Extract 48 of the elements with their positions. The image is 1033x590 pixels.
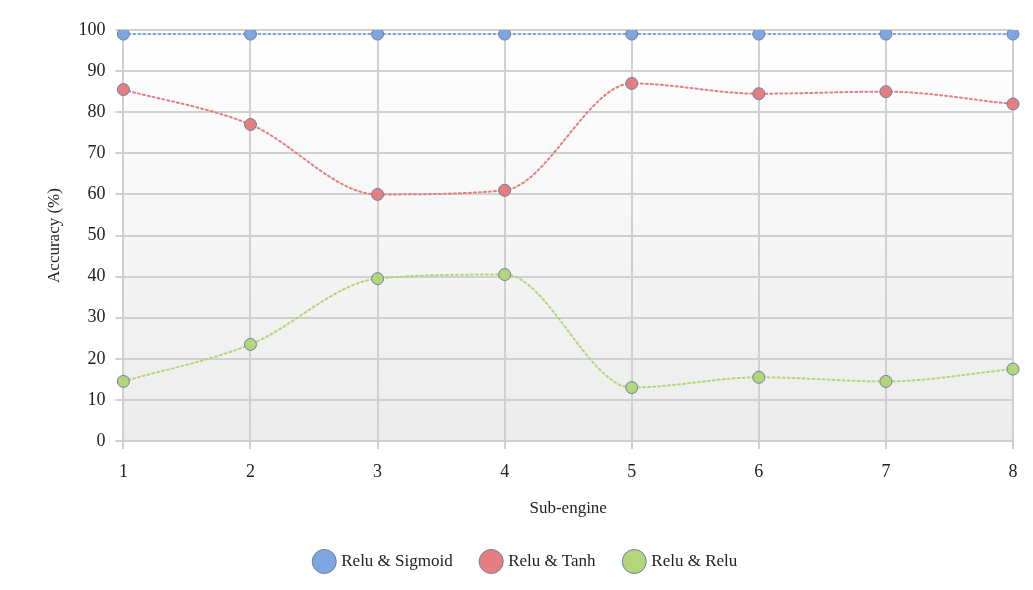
x-tick-label: 4 xyxy=(500,460,510,481)
x-axis-title: Sub-engine xyxy=(529,498,607,518)
y-tick-label: 40 xyxy=(87,265,106,286)
point xyxy=(371,30,385,41)
point xyxy=(116,83,130,97)
point xyxy=(1006,362,1020,376)
point xyxy=(879,30,893,41)
point xyxy=(498,30,512,41)
legend-label: Relu & Tanh xyxy=(508,550,596,570)
point xyxy=(371,187,385,201)
point xyxy=(243,30,257,41)
point xyxy=(625,30,639,41)
x-tick-label: 2 xyxy=(245,460,255,481)
y-tick-label: 50 xyxy=(87,224,106,245)
point xyxy=(752,30,766,41)
point xyxy=(116,30,130,41)
y-tick-label: 90 xyxy=(87,59,106,80)
point xyxy=(116,374,130,388)
point xyxy=(879,374,893,388)
x-tick-label: 3 xyxy=(373,460,383,481)
x-tick-label: 7 xyxy=(881,460,891,481)
point xyxy=(752,370,766,384)
point xyxy=(371,272,385,286)
y-tick-label: 30 xyxy=(87,306,106,327)
y-tick-label: 80 xyxy=(87,100,106,121)
point xyxy=(1006,30,1020,41)
point xyxy=(752,87,766,101)
y-tick-label: 100 xyxy=(78,18,106,39)
point xyxy=(243,118,257,132)
point xyxy=(879,85,893,99)
point xyxy=(1006,97,1020,111)
x-tick-label: 1 xyxy=(118,460,128,481)
point xyxy=(625,381,639,395)
y-tick-label: 0 xyxy=(96,429,106,450)
y-tick-label: 70 xyxy=(87,142,106,163)
point xyxy=(498,183,512,197)
legend-label: Relu & Relu xyxy=(651,550,738,570)
x-tick-label: 6 xyxy=(754,460,764,481)
x-tick-label: 8 xyxy=(1008,460,1018,481)
point xyxy=(498,268,512,282)
y-tick-label: 20 xyxy=(87,347,106,368)
y-tick-label: 60 xyxy=(87,183,106,204)
x-tick-label: 5 xyxy=(627,460,637,481)
y-axis-title: Accuracy (%) xyxy=(43,188,63,283)
point xyxy=(625,76,639,90)
y-tick-label: 10 xyxy=(87,388,106,409)
legend-label: Relu & Sigmoid xyxy=(341,550,454,570)
point xyxy=(243,337,257,351)
